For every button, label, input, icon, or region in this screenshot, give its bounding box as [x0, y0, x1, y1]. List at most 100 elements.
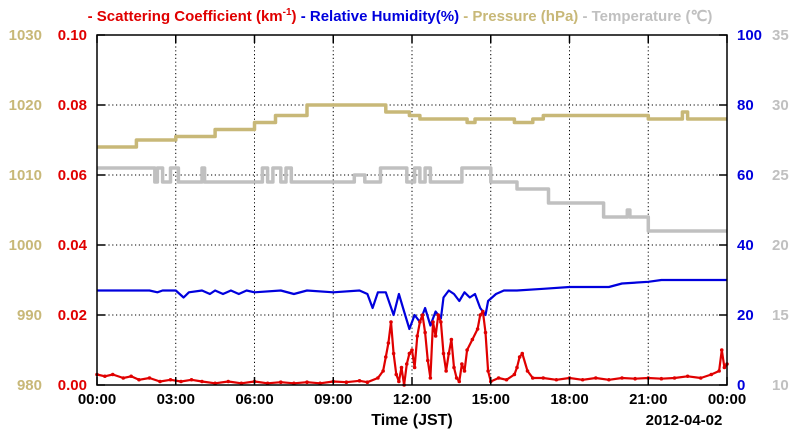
data-point-scattering	[446, 351, 451, 356]
data-point-scattering	[462, 369, 467, 373]
data-point-scattering	[685, 374, 690, 379]
data-point-scattering	[659, 376, 664, 381]
data-point-scattering	[418, 320, 422, 324]
data-point-scattering	[410, 348, 414, 352]
data-point-scattering	[344, 380, 349, 385]
data-point-scattering	[420, 313, 425, 317]
legend-item: - Temperature (℃)	[578, 8, 712, 25]
grid	[97, 35, 727, 385]
legend-item: - Relative Humidity(%)	[297, 8, 460, 25]
humidity-tick-label: 60	[737, 167, 754, 184]
series-layer	[95, 103, 729, 387]
data-point-scattering	[520, 351, 525, 356]
data-point-scattering	[397, 379, 401, 384]
series-humidity	[97, 278, 727, 331]
data-point-scattering	[457, 379, 462, 384]
data-point-scattering	[483, 330, 488, 335]
data-point-scattering	[391, 351, 396, 356]
data-point-scattering	[452, 365, 456, 370]
data-point-scattering	[376, 376, 380, 380]
data-point-scattering	[449, 337, 454, 342]
data-point-scattering	[512, 372, 517, 377]
data-point-scattering	[407, 351, 412, 356]
data-point-scattering	[357, 379, 362, 383]
humidity-tick-label: 0	[737, 377, 745, 394]
x-tick-label: 21:00	[629, 391, 667, 408]
data-point-scattering	[717, 369, 721, 373]
data-point-scattering	[383, 355, 388, 359]
data-point-scattering	[554, 377, 559, 382]
data-point-scattering	[168, 377, 173, 382]
data-point-scattering	[470, 337, 475, 342]
data-point-scattering	[103, 374, 107, 379]
series-line-pressure	[97, 103, 727, 149]
pressure-tick-label: 1010	[9, 167, 42, 184]
data-point-scattering	[436, 313, 441, 317]
data-point-scattering	[515, 365, 519, 370]
data-point-scattering	[381, 369, 385, 373]
x-tick-label: 12:00	[393, 391, 431, 408]
data-point-scattering	[137, 377, 141, 382]
temperature-tick-label: 35	[772, 27, 789, 44]
data-point-scattering	[719, 348, 724, 352]
data-point-scattering	[415, 334, 420, 338]
scattering-tick-label: 0.00	[58, 377, 87, 394]
x-tick-label: 18:00	[550, 391, 588, 408]
data-point-scattering	[239, 381, 244, 386]
x-tick-label: 09:00	[314, 391, 352, 408]
data-point-scattering	[121, 376, 126, 380]
scattering-tick-label: 0.08	[58, 97, 87, 114]
data-point-scattering	[475, 327, 480, 331]
data-point-scattering	[593, 376, 598, 380]
data-point-scattering	[460, 362, 464, 366]
x-tick-label: 15:00	[472, 391, 510, 408]
data-point-scattering	[722, 365, 727, 370]
data-point-scattering	[292, 381, 296, 386]
data-point-scattering	[433, 334, 438, 338]
data-point-scattering	[672, 376, 677, 380]
x-tick-label: 00:00	[78, 391, 116, 408]
scattering-tick-label: 0.04	[58, 237, 88, 254]
data-point-scattering	[265, 381, 270, 386]
data-point-scattering	[698, 376, 703, 380]
data-point-scattering	[441, 351, 446, 356]
data-point-scattering	[412, 365, 417, 370]
humidity-tick-label: 80	[737, 97, 754, 114]
data-point-scattering	[486, 369, 490, 373]
data-point-scattering	[478, 313, 483, 317]
series-pressure	[97, 103, 727, 149]
data-point-scattering	[580, 377, 585, 382]
x-tick-label: 00:00	[708, 391, 746, 408]
data-point-scattering	[386, 341, 391, 345]
pressure-tick-label: 1000	[9, 237, 42, 254]
data-point-scattering	[365, 380, 370, 385]
data-point-scattering	[439, 320, 443, 324]
pressure-tick-label: 1020	[9, 97, 42, 114]
date-label: 2012-04-02	[646, 412, 723, 429]
x-tick-label: 06:00	[235, 391, 273, 408]
data-point-scattering	[709, 372, 714, 377]
temperature-tick-label: 10	[772, 377, 789, 394]
pressure-tick-label: 980	[17, 377, 42, 394]
data-point-scattering	[541, 376, 546, 380]
data-point-scattering	[525, 369, 530, 373]
data-point-scattering	[305, 380, 309, 385]
data-point-scattering	[530, 376, 535, 380]
humidity-tick-label: 100	[737, 27, 762, 44]
scattering-tick-label: 0.10	[58, 27, 87, 44]
pressure-tick-label: 990	[17, 307, 42, 324]
temperature-tick-label: 20	[772, 237, 789, 254]
data-point-scattering	[278, 380, 283, 385]
series-temperature	[97, 166, 727, 233]
legend-item: - Pressure (hPa)	[459, 8, 578, 25]
data-point-scattering	[607, 377, 611, 382]
legend-text: - Scattering Coefficient (km-1) - Relati…	[88, 7, 713, 25]
data-point-scattering	[431, 320, 435, 324]
data-point-scattering	[428, 376, 433, 380]
data-point-scattering	[213, 381, 217, 386]
data-point-scattering	[318, 381, 322, 386]
temperature-tick-label: 30	[772, 97, 789, 114]
data-point-scattering	[389, 320, 393, 324]
series-line-scattering	[96, 310, 728, 387]
